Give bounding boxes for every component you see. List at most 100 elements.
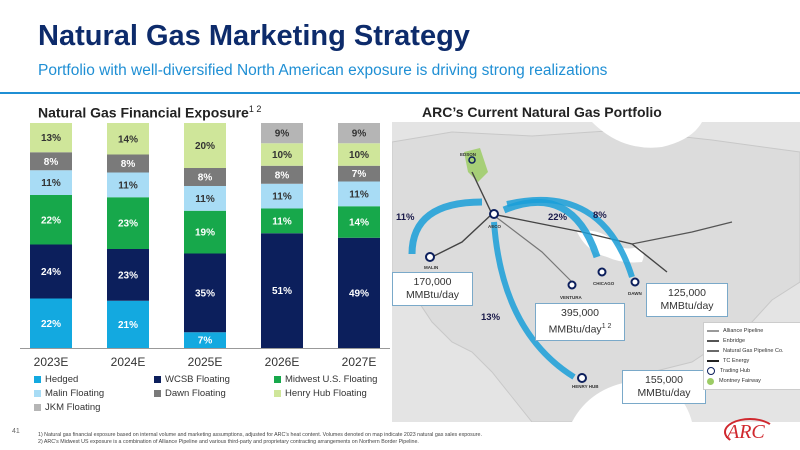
bar-segment xyxy=(107,300,149,348)
pct-chicago: 22% xyxy=(548,212,568,223)
bar-segment xyxy=(184,332,226,348)
arrow-dawn xyxy=(506,196,635,278)
bar-segment xyxy=(338,237,380,348)
hub-ventura xyxy=(567,280,577,290)
x-tick-label: 2026E xyxy=(265,355,300,369)
callout-chicago-value: 395,000 xyxy=(561,307,599,319)
map-title: ARC’s Current Natural Gas Portfolio xyxy=(422,104,662,120)
bar-data-label: 49% xyxy=(349,288,369,299)
bar-data-label: 11% xyxy=(272,192,292,203)
legend-label: WCSB Floating xyxy=(165,374,230,385)
bar-data-label: 23% xyxy=(118,270,138,281)
arrow-chicago xyxy=(502,198,601,259)
pipeline-2 xyxy=(431,213,493,258)
bar-data-label: 11% xyxy=(195,194,215,205)
place-aeco: AECO xyxy=(488,224,502,229)
arc-logo: ARC xyxy=(727,421,765,443)
legend-item: Hedged xyxy=(34,374,78,385)
place-chicago: CHICAGO xyxy=(593,281,615,286)
map-legend-label: Alliance Pipeline xyxy=(723,328,764,334)
legend-swatch xyxy=(34,376,41,383)
hudson-bay xyxy=(592,122,702,148)
callout-chicago-unit: MMBtu/day xyxy=(548,323,602,336)
bar-data-label: 35% xyxy=(195,288,215,299)
legend-swatch xyxy=(154,376,161,383)
callout-henry-hub-value: 155,000 xyxy=(645,374,683,386)
bar-data-label: 11% xyxy=(41,178,61,189)
chart-title-footnote: 1 2 xyxy=(248,104,262,114)
bar-data-label: 7% xyxy=(352,169,367,180)
bar-segment xyxy=(338,123,380,144)
legend-item: Henry Hub Floating xyxy=(274,388,367,399)
bar-segment xyxy=(184,123,226,168)
legend-swatch xyxy=(154,390,161,397)
hub-henry xyxy=(577,373,587,383)
bar-data-label: 10% xyxy=(349,150,369,161)
hub-dawn xyxy=(630,277,640,287)
bar-data-label: 11% xyxy=(349,189,369,200)
bar-segment xyxy=(107,154,149,173)
legend-item: Midwest U.S. Floating xyxy=(274,374,377,385)
footnotes: 1) Natural gas financial exposure based … xyxy=(38,432,482,446)
place-ventura: VENTURA xyxy=(560,295,582,300)
arrow-malin xyxy=(408,198,483,255)
arrow-henry-hub xyxy=(491,221,576,380)
map-legend-item: Trading Hub xyxy=(707,366,797,376)
legend-item: WCSB Floating xyxy=(154,374,230,385)
callout-malin-value: 170,000 xyxy=(413,276,452,288)
bar-data-label: 7% xyxy=(198,336,213,347)
page-number: 41 xyxy=(12,428,20,435)
callout-malin: 170,000 MMBtu/day xyxy=(392,272,473,306)
map-legend-line xyxy=(707,350,719,352)
callout-dawn-value: 125,000 xyxy=(668,287,706,299)
bar-data-label: 22% xyxy=(41,215,61,226)
legend-label: Malin Floating xyxy=(45,388,105,399)
bar-segment xyxy=(107,197,149,249)
hub-edson xyxy=(468,156,476,164)
map-legend-line xyxy=(707,330,719,332)
bar-segment xyxy=(261,165,303,184)
callout-chicago: 395,000 MMBtu/day1 2 xyxy=(535,303,625,341)
legend-label: JKM Floating xyxy=(45,402,101,413)
map-legend-item: Alliance Pipeline xyxy=(707,326,797,336)
legend-swatch xyxy=(274,376,281,383)
bar-segment xyxy=(184,186,226,211)
callout-henry-hub: 155,000 MMBtu/day xyxy=(622,370,706,404)
bar-data-label: 9% xyxy=(352,129,367,140)
bar-segment xyxy=(261,208,303,234)
legend-item: JKM Floating xyxy=(34,402,100,413)
chart-title: Natural Gas Financial Exposure1 2 xyxy=(38,104,261,121)
bar-segment xyxy=(261,183,303,209)
bar-data-label: 51% xyxy=(272,286,292,297)
bar-segment xyxy=(30,123,72,153)
map-legend-line xyxy=(707,340,719,342)
bar-data-label: 9% xyxy=(275,129,290,140)
bar-segment xyxy=(107,172,149,198)
bar-segment xyxy=(30,195,72,245)
trading-hub-icon xyxy=(707,367,715,375)
bar-data-label: 11% xyxy=(272,216,292,227)
bar-data-label: 13% xyxy=(41,133,61,144)
montney-fairway xyxy=(464,148,488,182)
map-legend: Alliance Pipeline Enbridge Natural Gas P… xyxy=(703,322,800,390)
bar-segment xyxy=(107,249,149,301)
legend-swatch xyxy=(34,390,41,397)
pct-malin: 11% xyxy=(396,212,415,223)
logo-swoosh-icon xyxy=(724,418,776,446)
pct-dawn: 8% xyxy=(593,210,607,221)
bar-data-label: 8% xyxy=(121,159,136,170)
legend-swatch xyxy=(34,404,41,411)
map-legend-item: Montney Fairway xyxy=(707,376,797,386)
legend-label: Hedged xyxy=(45,374,79,385)
bar-segment xyxy=(338,181,380,207)
pipeline-1 xyxy=(471,171,668,273)
bar-data-label: 8% xyxy=(275,170,290,181)
bar-segment xyxy=(261,143,303,166)
map-legend-item: Enbridge xyxy=(707,336,797,346)
bar-data-label: 14% xyxy=(349,218,369,229)
bar-data-label: 23% xyxy=(118,219,138,230)
hub-aeco xyxy=(489,209,499,219)
bar-segment xyxy=(184,253,226,333)
pipeline-4 xyxy=(631,221,733,245)
bar-segment xyxy=(338,143,380,166)
